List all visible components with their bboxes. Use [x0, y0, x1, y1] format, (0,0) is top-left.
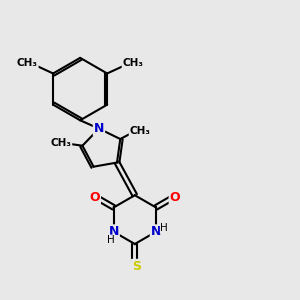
Text: O: O	[89, 190, 100, 203]
Text: N: N	[94, 122, 104, 135]
Text: O: O	[169, 190, 180, 203]
Text: S: S	[132, 260, 141, 273]
Text: CH₃: CH₃	[130, 126, 151, 136]
Text: N: N	[109, 225, 119, 238]
Text: H: H	[107, 235, 115, 245]
Text: N: N	[151, 225, 161, 238]
Text: CH₃: CH₃	[50, 138, 71, 148]
Text: CH₃: CH₃	[17, 58, 38, 68]
Text: CH₃: CH₃	[122, 58, 143, 68]
Text: H: H	[160, 223, 168, 233]
